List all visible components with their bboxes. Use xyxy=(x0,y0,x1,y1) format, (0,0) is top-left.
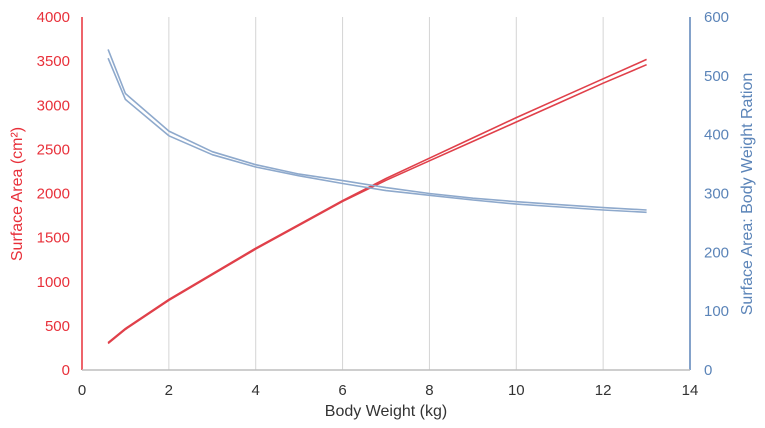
left-tick-label: 0 xyxy=(62,362,70,379)
tick-labels: 0 2 4 6 8 10 12 1405001000150020002500300035004… xyxy=(37,9,729,399)
x-tick-label: 4 xyxy=(252,382,260,399)
right-axis-title: Surface Area: Body Weight Ration xyxy=(739,73,756,316)
right-tick-label: 200 xyxy=(704,244,729,261)
ratio-line-4 xyxy=(107,57,647,214)
left-tick-label: 500 xyxy=(45,318,70,335)
left-axis-title: Surface Area (cm²) xyxy=(9,127,26,261)
left-tick-label: 3000 xyxy=(37,97,70,114)
left-tick-label: 4000 xyxy=(37,9,70,26)
gridlines xyxy=(168,17,604,370)
right-tick-label: 300 xyxy=(704,186,729,203)
right-tick-label: 0 xyxy=(704,362,712,379)
right-tick-label: 100 xyxy=(704,303,729,320)
x-tick-label: 14 xyxy=(682,382,699,399)
surface-area-line-1 xyxy=(107,58,647,344)
axes xyxy=(81,17,691,371)
left-tick-label: 1000 xyxy=(37,274,70,291)
series-lines xyxy=(107,49,647,345)
left-tick-label: 3500 xyxy=(37,53,70,70)
ratio-line-3 xyxy=(107,49,647,211)
x-tick-label: 0 xyxy=(78,382,86,399)
x-tick-label: 2 xyxy=(165,382,173,399)
surface-area-line-2 xyxy=(107,63,647,345)
x-tick-label: 8 xyxy=(425,382,433,399)
x-axis-title: Body Weight (kg) xyxy=(325,403,447,420)
x-tick-label: 12 xyxy=(595,382,612,399)
left-tick-label: 2000 xyxy=(37,186,70,203)
right-tick-label: 600 xyxy=(704,9,729,26)
left-tick-label: 1500 xyxy=(37,230,70,247)
x-tick-label: 6 xyxy=(338,382,346,399)
left-tick-label: 2500 xyxy=(37,141,70,158)
right-tick-label: 500 xyxy=(704,68,729,85)
right-tick-label: 400 xyxy=(704,127,729,144)
x-tick-label: 10 xyxy=(508,382,525,399)
